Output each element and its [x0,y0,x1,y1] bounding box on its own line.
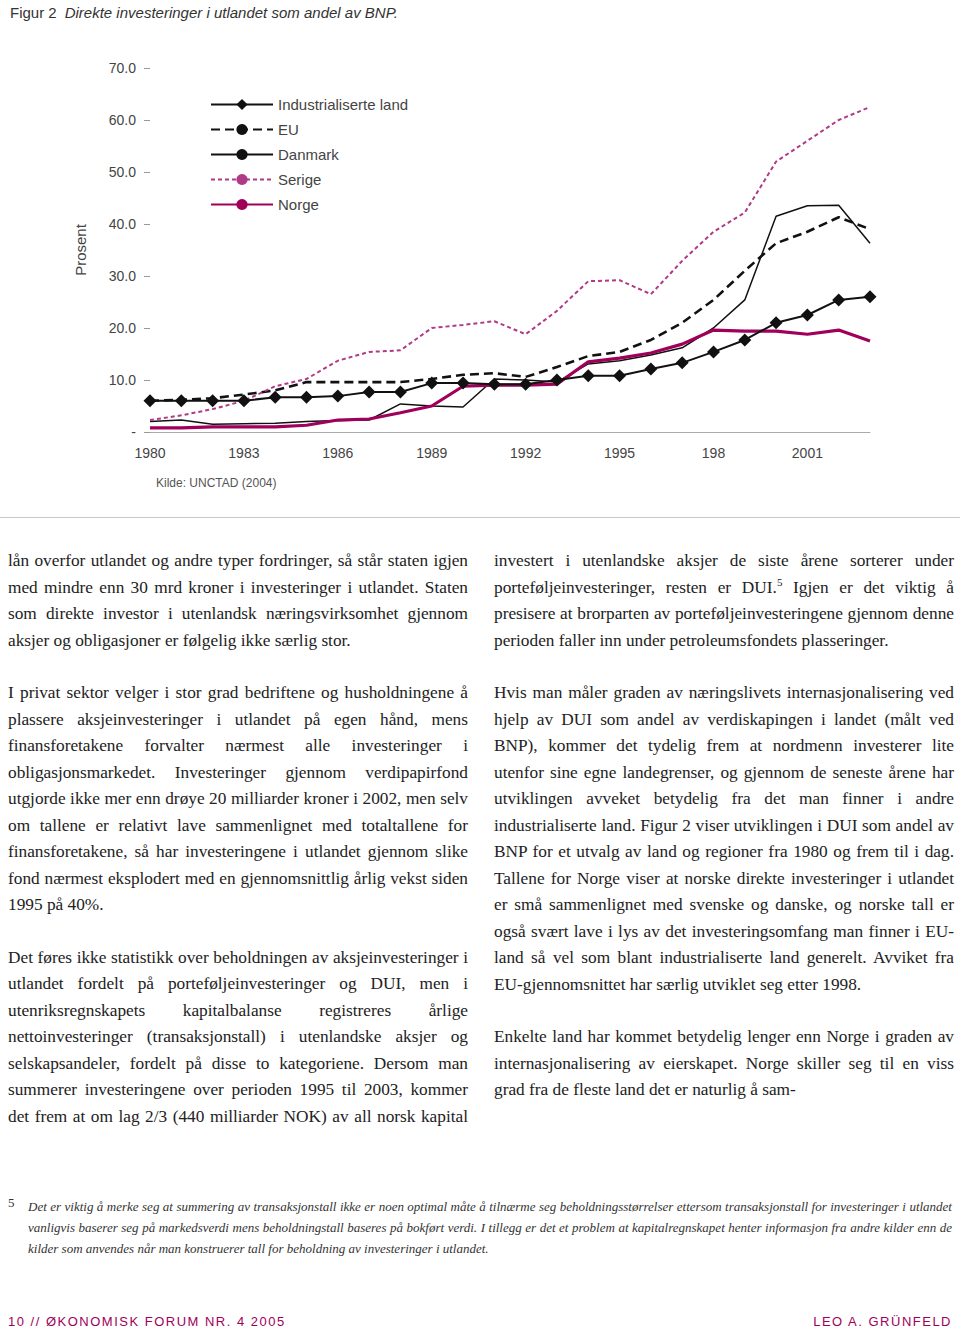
svg-text:Norge: Norge [278,196,319,213]
svg-text:40.0: 40.0 [109,216,136,232]
svg-text:Industrialiserte land: Industrialiserte land [278,96,408,113]
html-text:Kilde: UNCTAD (2004): Kilde: UNCTAD (2004) [156,476,277,490]
svg-text:70.0: 70.0 [109,60,136,76]
svg-text:198: 198 [702,445,726,461]
svg-text:Serige: Serige [278,171,321,188]
html-text:Enkelte land har kommet betyde: Enkelte land har kommet betydelig lenger… [494,1027,954,1099]
html-text:Det føres ikke statistikk over: Det føres ikke statistikk over beholdnin… [8,551,954,1126]
svg-text:1986: 1986 [322,445,353,461]
svg-text:-: - [131,424,136,440]
html-text:Hvis man måler graden av nærin: Hvis man måler graden av næringslivets i… [494,683,954,994]
svg-text:2001: 2001 [792,445,823,461]
svg-text:1983: 1983 [228,445,259,461]
svg-text:Danmark: Danmark [278,146,339,163]
svg-text:1995: 1995 [604,445,635,461]
svg-text:1989: 1989 [416,445,447,461]
svg-text:10.0: 10.0 [109,372,136,388]
html-text:lån overfor utlandet og andre: lån overfor utlandet og andre typer ford… [8,551,468,650]
html-text:5: 5 [8,1195,15,1210]
html-text:LEO A. GRÜNFELD: LEO A. GRÜNFELD [813,1314,952,1329]
svg-text:1992: 1992 [510,445,541,461]
svg-text:60.0: 60.0 [109,112,136,128]
svg-text:30.0: 30.0 [109,268,136,284]
svg-text:1980: 1980 [134,445,165,461]
svg-text:Prosent: Prosent [72,223,89,276]
html-text:Direkte investeringer i utland: Direkte investeringer i utlandet som and… [64,4,398,21]
svg-text:EU: EU [278,121,299,138]
html-text:Det er viktig å merke seg at s: Det er viktig å merke seg at summering a… [28,1199,952,1256]
html-text:I privat sektor velger i stor: I privat sektor velger i stor grad bedri… [8,683,468,914]
html-text:Figur 2: Figur 2 [10,4,57,21]
html-text:10 // ØKONOMISK FORUM NR. 4 20: 10 // ØKONOMISK FORUM NR. 4 2005 [8,1314,286,1329]
svg-text:50.0: 50.0 [109,164,136,180]
svg-text:20.0: 20.0 [109,320,136,336]
